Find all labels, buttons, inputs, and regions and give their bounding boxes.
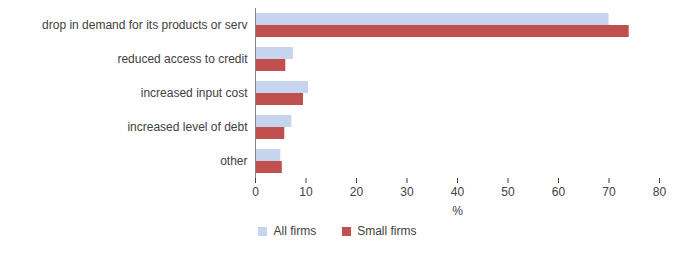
- svg-text:increased input cost: increased input cost: [141, 86, 248, 100]
- svg-text:drop in demand for its product: drop in demand for its products or serv: [42, 18, 247, 32]
- svg-text:0: 0: [252, 185, 259, 199]
- svg-text:40: 40: [451, 185, 465, 199]
- svg-text:70: 70: [602, 185, 616, 199]
- svg-text:reduced access to credit: reduced access to credit: [117, 52, 248, 66]
- svg-text:80: 80: [653, 185, 667, 199]
- svg-text:other: other: [220, 154, 247, 168]
- svg-text:%: %: [452, 204, 463, 218]
- svg-text:30: 30: [400, 185, 414, 199]
- svg-text:60: 60: [552, 185, 566, 199]
- svg-text:increased level of debt: increased level of debt: [127, 120, 248, 134]
- svg-text:10: 10: [299, 185, 313, 199]
- svg-text:20: 20: [350, 185, 364, 199]
- html-text:Small firms: Small firms: [357, 224, 417, 238]
- html-text:All firms: All firms: [273, 224, 317, 238]
- svg-text:50: 50: [501, 185, 515, 199]
